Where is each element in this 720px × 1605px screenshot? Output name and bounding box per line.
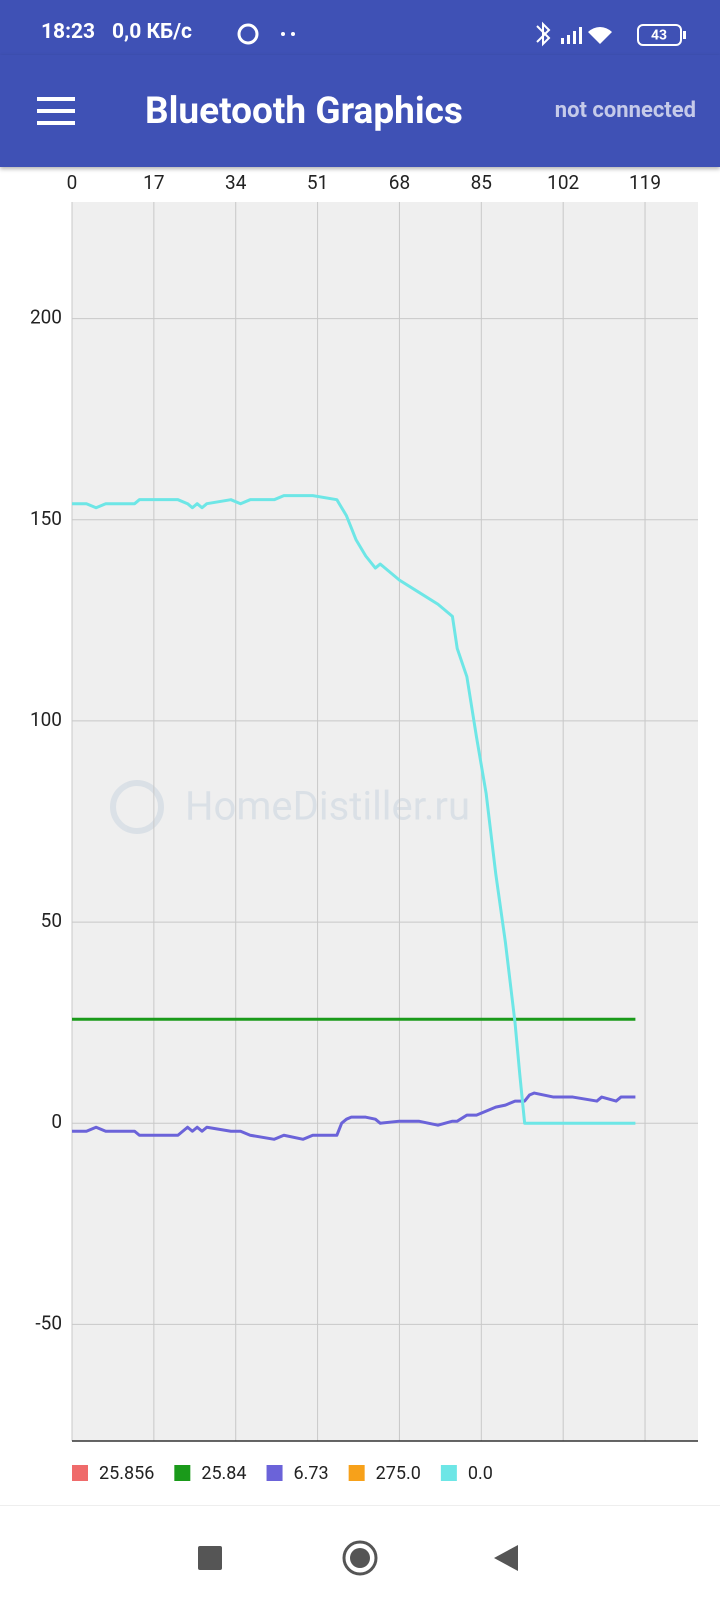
x-tick-label: 34 [225,171,247,194]
net-speed: 0,0 КБ/с [112,20,192,44]
recents-button[interactable] [198,1546,222,1570]
y-tick-label: 200 [30,306,62,329]
home-button[interactable] [342,1540,378,1576]
series-line [72,494,636,1125]
chart: HomeDistiller.ru 0 17 34 51 68 85 102 119 -50 0 50… [30,171,698,1484]
x-tick-label: 119 [629,171,661,194]
nav-buttons [198,1540,518,1576]
legend-label: 275.0 [376,1463,421,1484]
plot-area [72,202,698,1441]
y-tick-label: -50 [35,1311,62,1334]
x-tick-label: 17 [143,171,164,194]
app-bar-content: Bluetooth Graphics not connected [37,90,696,133]
legend-label: 25.84 [201,1463,246,1484]
watermark: HomeDistiller.ru [110,780,470,834]
watermark-text: HomeDistiller.ru [185,783,470,830]
x-tick-label: 85 [471,171,492,194]
legend-label: 0.0 [468,1463,493,1484]
nav-bar [0,1505,720,1601]
legend-swatch [348,1465,365,1481]
legend-label: 25.856 [99,1463,154,1484]
x-tick-label: 51 [307,171,328,194]
menu-button[interactable] [37,97,75,125]
x-tick-label: 0 [67,171,78,194]
x-tick-label: 102 [547,171,579,194]
app-title: Bluetooth Graphics [145,90,463,133]
back-button[interactable] [494,1545,518,1571]
battery-level: 43 [651,28,667,44]
app-bar: Bluetooth Graphics not connected [0,55,720,167]
clock: 18:23 [41,20,96,44]
legend-swatch [440,1465,457,1481]
legend-swatch [266,1465,283,1481]
y-tick-label: 100 [30,708,62,731]
legend-swatch [72,1465,88,1481]
status-bar: 18:23 0,0 КБ/с 43 [0,0,720,55]
legend-swatch [174,1465,191,1481]
series-line [72,1091,636,1141]
y-tick-label: 150 [30,507,62,530]
x-tick-label: 68 [389,171,410,194]
connection-status[interactable]: not connected [555,98,696,123]
y-tick-label: 0 [51,1110,62,1133]
y-tick-label: 50 [41,909,62,932]
status-icons: 43 [237,21,686,47]
legend-label: 6.73 [294,1463,329,1484]
